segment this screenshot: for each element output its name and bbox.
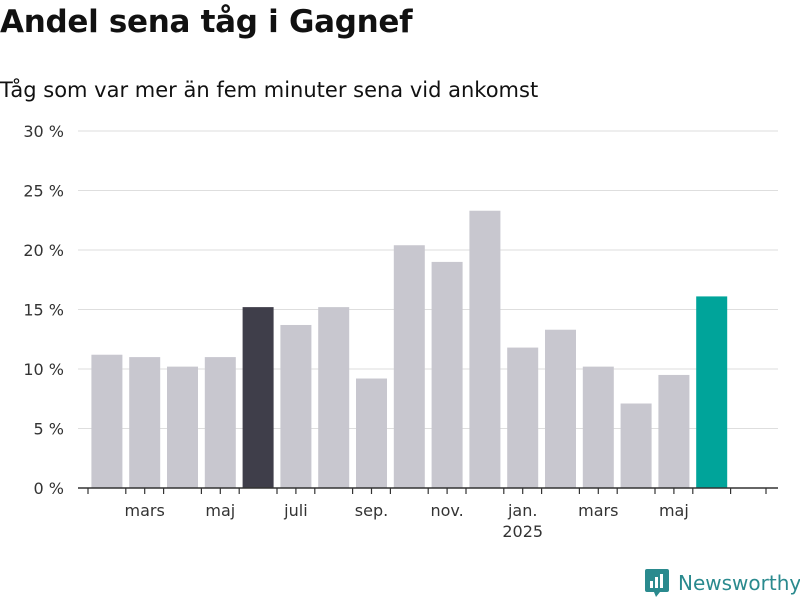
y-tick-label: 5 % [34, 420, 64, 439]
y-tick-label: 30 % [23, 122, 64, 141]
x-tick-label: nov. [430, 501, 463, 520]
x-tick-label: mars [125, 501, 165, 520]
axis-layer: 0 % 5 % 10 % 15 % 20 % 25 % 30 % mars maj juli sep… [23, 122, 778, 541]
bar [582, 366, 614, 488]
bar [431, 261, 463, 488]
bar [507, 347, 539, 488]
y-tick-label: 15 % [23, 301, 64, 320]
x-tick-label: maj [659, 501, 689, 520]
bar [204, 357, 236, 488]
bar [167, 366, 198, 488]
brand-name: Newsworthy [678, 571, 800, 595]
brand: Newsworthy [644, 568, 800, 598]
y-tick-label: 0 % [34, 479, 64, 498]
bar [356, 378, 387, 488]
bar-layer [91, 210, 728, 489]
chart-title: Andel sena tåg i Gagnef [0, 4, 413, 40]
newsworthy-logo-icon [645, 569, 669, 597]
bar [318, 307, 350, 488]
bar [280, 324, 312, 488]
bar [91, 354, 123, 488]
bar [658, 374, 690, 488]
chart-subtitle: Tåg som var mer än fem minuter sena vid … [0, 78, 539, 102]
x-tick-label: jan. [507, 501, 537, 520]
x-tick-year-label: 2025 [502, 522, 543, 541]
bar [393, 245, 425, 488]
y-tick-label: 10 % [23, 360, 64, 379]
x-tick-label: sep. [355, 501, 388, 520]
bar [545, 329, 576, 488]
bar-chart: 0 % 5 % 10 % 15 % 20 % 25 % 30 % mars maj juli sep… [23, 122, 778, 541]
x-tick-label: maj [205, 501, 235, 520]
y-tick-label: 25 % [23, 182, 64, 201]
x-tick-label: juli [283, 501, 307, 520]
x-tick-label: mars [578, 501, 618, 520]
bar [129, 357, 161, 488]
bar [469, 210, 501, 489]
bar [696, 296, 728, 488]
bar [620, 403, 652, 488]
bar [242, 307, 274, 488]
y-tick-label: 20 % [23, 241, 64, 260]
